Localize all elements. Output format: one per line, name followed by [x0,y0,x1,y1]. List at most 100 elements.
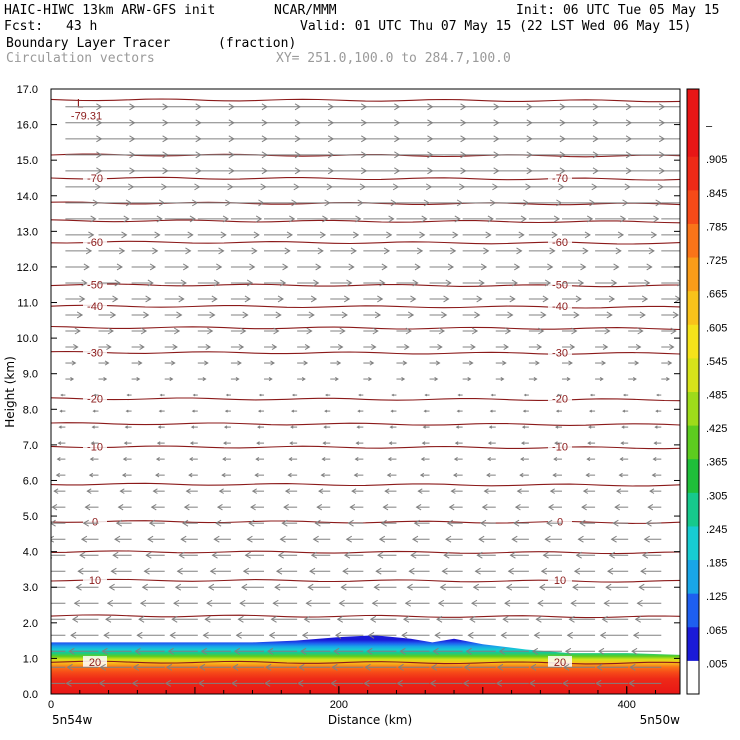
isotherm-label: -60 [87,237,103,249]
wind-vector-head [141,583,148,591]
wind-vector-head [441,311,448,319]
wind-vector-head [454,441,459,445]
wind-vector-head [619,457,624,462]
wind-vector-head [253,231,260,239]
wind-vector-head [275,567,283,575]
wind-vector-head [637,327,644,335]
wind-vector-head [306,327,313,335]
wind-vector-head [371,344,377,351]
wind-vector-head [368,631,375,639]
wind-vector-head [238,344,245,351]
wind-vector-head [584,231,591,239]
wind-vector-head [288,457,293,462]
isotherm-label-bg [83,574,107,586]
wind-vector-head [291,393,295,397]
isotherm-label: -40 [552,301,568,313]
colorbar-label: .845 [706,188,727,200]
wind-vector-head [319,231,327,239]
colorbar-swatch [687,290,699,325]
wind-vector-head [301,631,309,639]
wind-vector-head [649,488,655,494]
wind-vector-head [632,631,640,639]
wind-vector-head [502,615,509,623]
wind-vector-head [79,295,86,303]
wind-vector-head [651,472,656,478]
wind-vector-head [323,425,327,429]
wind-vector-head [641,295,649,303]
wind-vector-head [522,409,526,413]
wind-vector-head [198,663,206,671]
wind-vector-head [122,457,127,462]
forecast-label: Fcst: [4,19,44,34]
wind-vector-head [137,360,143,366]
wind-vector-head [622,409,626,413]
wind-vector-head [353,472,358,478]
wind-vector-head [655,409,659,413]
wind-vector-head [155,472,160,478]
wind-vector-head [265,663,272,671]
wind-vector-head [476,295,483,303]
wind-vector-head [507,567,514,575]
isotherm-label: 0 [557,516,563,528]
wind-vector-head [373,583,380,591]
wind-vector-head [220,231,227,239]
wind-vector-head [176,567,183,575]
wind-vector-head [598,647,605,655]
wind-vector-head [573,567,581,575]
wind-vector-head [169,631,176,639]
wind-vector-head [124,425,128,429]
wind-vector-head [375,567,382,575]
colorbar-label: .785 [706,221,727,233]
wind-vector-head [169,376,174,382]
wind-vector-head [646,263,653,271]
wind-vector-head [73,599,80,607]
wind-vector-head [446,519,454,527]
wind-vector-head [408,567,415,575]
isotherm-label-bg [548,171,572,183]
wind-vector-head [211,295,218,303]
wind-vector-head [588,425,592,429]
wind-vector-head [56,457,61,462]
wind-vector-head [280,279,287,287]
wind-vector-head [605,583,612,591]
wind-vector-head [438,327,446,335]
wind-vector-head [283,504,289,511]
colorbar-swatch [687,324,699,359]
wind-vector-head [463,663,471,671]
wind-vector-head [173,599,180,607]
wind-vector-head [437,344,443,351]
wind-vector-head [450,247,457,255]
wind-vector-head [472,583,480,591]
wind-vector-head [481,504,488,511]
wind-vector-head [668,344,675,351]
wind-vector-head [255,215,263,223]
wind-vector-head [546,519,553,527]
wind-vector-head [159,393,163,397]
wind-vector-head [143,311,150,319]
isotherm-line [51,482,680,487]
isotherm-line [51,550,680,555]
wind-vector-head [397,663,404,671]
wind-vector-head [500,631,507,639]
colorbar-swatch [687,122,699,157]
colorbar: .005 .065 .125 .185 .245 .305 .365 .425 .485 .545… [686,88,727,695]
wind-vector-head [112,295,119,303]
wind-vector-head [556,199,563,207]
y-tick-label: 9.0 [23,369,38,381]
wind-vector-head [536,344,543,351]
wind-vector-head [647,504,654,511]
wind-vector-head [200,647,207,655]
y-tick-label: 6.0 [23,475,38,487]
wind-vector-head [533,376,538,382]
wind-vector-head [570,599,577,607]
isotherm-label-bg [548,392,572,404]
wind-vector-head [330,679,337,687]
wind-vector-head [387,457,392,462]
wind-vector-head [596,663,603,671]
colorbar-swatch [687,492,699,527]
wind-vector-head [204,615,211,623]
wind-vector-head [548,504,554,511]
wind-vector-head [644,279,651,287]
wind-vector-head [80,535,88,543]
wind-vector-head [172,344,178,351]
